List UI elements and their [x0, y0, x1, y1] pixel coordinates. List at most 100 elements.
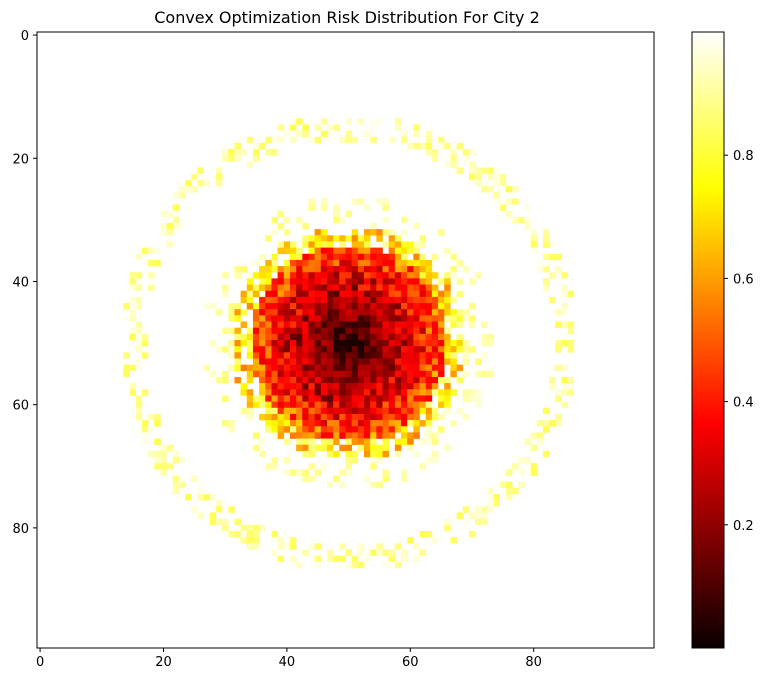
- heatmap-cell: [376, 266, 383, 273]
- heatmap-cell: [302, 272, 309, 279]
- heatmap-cell: [123, 303, 130, 310]
- heatmap-cell: [401, 290, 408, 298]
- heatmap-cell: [265, 327, 272, 335]
- heatmap-cell: [129, 383, 137, 390]
- heatmap-cell: [419, 383, 427, 390]
- heatmap-cell: [376, 315, 383, 322]
- heatmap-cell: [259, 438, 266, 446]
- heatmap-cell: [376, 198, 383, 205]
- heatmap-cell: [370, 259, 377, 267]
- heatmap-cell: [222, 284, 229, 292]
- heatmap-cell: [314, 444, 322, 452]
- heatmap-cell: [129, 333, 137, 341]
- heatmap-cell: [357, 561, 365, 569]
- heatmap-cell: [240, 333, 248, 341]
- heatmap-cell: [259, 383, 266, 390]
- heatmap-cell: [252, 543, 260, 550]
- heatmap-cell: [376, 432, 383, 439]
- heatmap-cell: [413, 432, 420, 439]
- heatmap-cell: [431, 370, 439, 378]
- heatmap-cell: [302, 352, 309, 359]
- heatmap-cell: [197, 179, 204, 187]
- heatmap-cell: [314, 543, 322, 550]
- heatmap-cell: [296, 327, 303, 335]
- heatmap-cell: [277, 389, 285, 396]
- heatmap-cell: [388, 370, 396, 378]
- heatmap-cell: [394, 309, 402, 316]
- heatmap-cell: [407, 303, 414, 310]
- heatmap-cell: [308, 352, 315, 359]
- heatmap-cell: [407, 290, 414, 298]
- heatmap-cell: [308, 290, 315, 298]
- heatmap-cell: [413, 321, 420, 328]
- heatmap-cell: [326, 413, 334, 421]
- heatmap-cell: [289, 395, 297, 402]
- heatmap-cell: [228, 327, 235, 335]
- heatmap-cell: [351, 253, 359, 261]
- heatmap-cell: [333, 413, 340, 421]
- heatmap-cell: [141, 247, 149, 255]
- heatmap-cell: [320, 407, 328, 415]
- heatmap-cell: [289, 537, 297, 544]
- heatmap-cell: [326, 284, 334, 292]
- heatmap-cell: [394, 284, 402, 292]
- heatmap-cell: [265, 420, 272, 427]
- heatmap-cell: [259, 340, 266, 347]
- heatmap-cell: [308, 475, 315, 482]
- heatmap-cell: [148, 247, 155, 255]
- heatmap-cell: [283, 352, 291, 359]
- heatmap-cell: [308, 444, 315, 452]
- heatmap-cell: [265, 352, 272, 359]
- heatmap-cell: [388, 352, 396, 359]
- heatmap-cell: [339, 272, 346, 279]
- heatmap-cell: [265, 235, 272, 242]
- heatmap-cell: [252, 358, 260, 365]
- heatmap-cell: [382, 395, 389, 402]
- heatmap-cell: [339, 555, 346, 563]
- heatmap-cell: [364, 426, 371, 433]
- heatmap-cell: [302, 253, 309, 261]
- heatmap-cell: [326, 247, 334, 255]
- heatmap-cell: [283, 216, 291, 224]
- heatmap-cell: [326, 426, 334, 433]
- heatmap-cell: [302, 235, 309, 242]
- heatmap-cell: [345, 370, 352, 378]
- heatmap-cell: [425, 327, 433, 335]
- heatmap-cell: [462, 518, 470, 526]
- heatmap-cell: [259, 327, 266, 335]
- heatmap-cell: [289, 401, 297, 409]
- y-tick-label: 80: [12, 522, 29, 537]
- heatmap-cell: [252, 272, 260, 279]
- heatmap-cell: [456, 346, 464, 353]
- heatmap-cell: [283, 383, 291, 390]
- heatmap-cell: [413, 333, 420, 341]
- x-axis: 0 20 40 60 80: [36, 648, 542, 670]
- heatmap-cell: [499, 173, 507, 181]
- heatmap-cell: [450, 272, 457, 279]
- heatmap-cell: [425, 352, 433, 359]
- heatmap-cell: [240, 321, 248, 328]
- heatmap-cell: [419, 395, 427, 402]
- heatmap-cell: [320, 346, 328, 353]
- heatmap-cell: [425, 284, 433, 292]
- heatmap-cell: [364, 315, 371, 322]
- heatmap-cell: [394, 543, 402, 550]
- heatmap-cell: [283, 229, 291, 236]
- heatmap-cell: [364, 272, 371, 279]
- heatmap-cell: [178, 457, 186, 464]
- heatmap-cell: [388, 395, 396, 402]
- heatmap-cell: [549, 296, 556, 304]
- heatmap-cell: [265, 266, 272, 273]
- heatmap-cell: [468, 512, 476, 519]
- heatmap-cell: [364, 229, 371, 236]
- heatmap-cell: [376, 352, 383, 359]
- heatmap-cell: [450, 309, 457, 316]
- heatmap-cell: [407, 346, 414, 353]
- heatmap-cell: [444, 524, 451, 532]
- heatmap-cell: [326, 333, 334, 341]
- heatmap-cell: [333, 364, 340, 372]
- heatmap-cell: [345, 303, 352, 310]
- heatmap-cell: [407, 420, 414, 427]
- heatmap-cell: [289, 241, 297, 248]
- heatmap-cell: [320, 253, 328, 261]
